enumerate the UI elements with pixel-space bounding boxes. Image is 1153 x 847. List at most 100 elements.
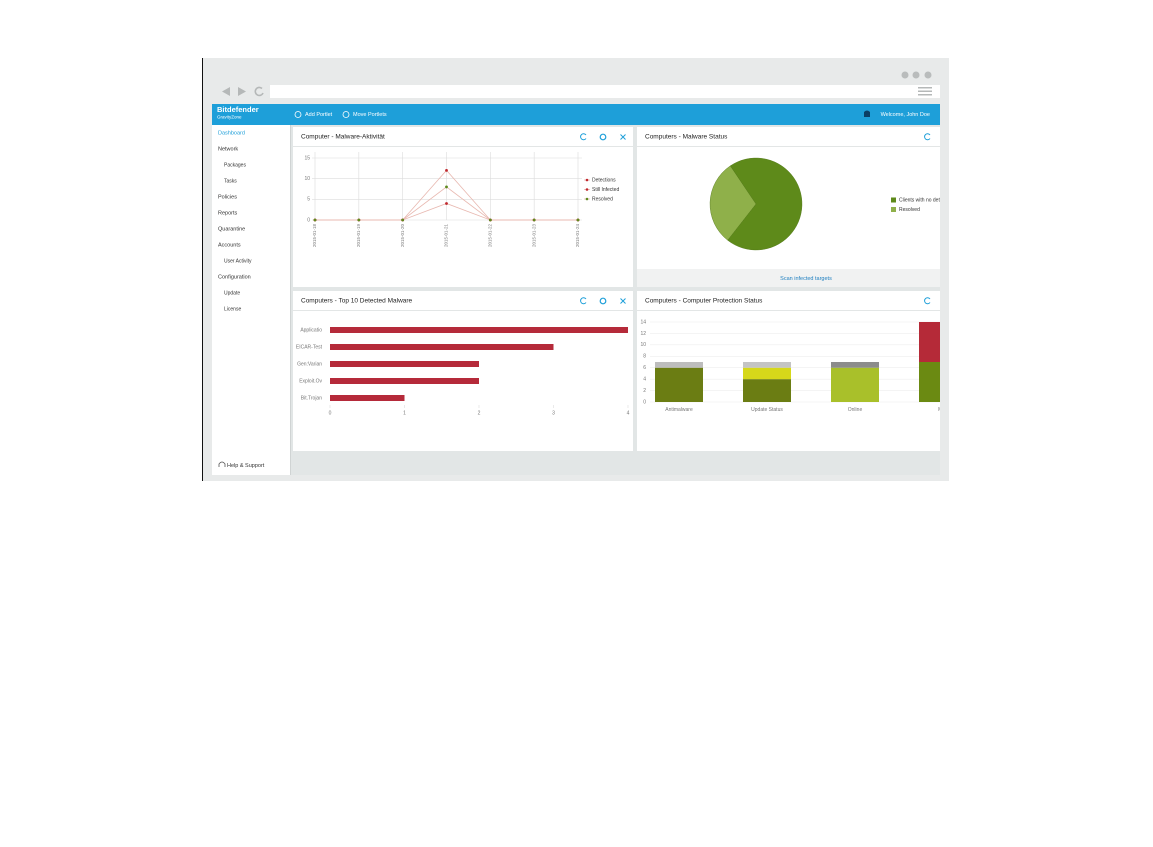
y-tick-label: Bit.Trojan [301, 395, 322, 401]
x-tick-label: 2 [478, 410, 481, 416]
help-link[interactable]: Help & Support [227, 463, 265, 469]
window-dot[interactable] [912, 71, 920, 79]
x-tick-label: 2015-01-20 [400, 224, 405, 248]
legend-swatch [891, 207, 896, 212]
header-action[interactable]: Move Portlets [342, 111, 387, 118]
footer-link[interactable]: Scan infected targets [780, 276, 832, 282]
address-bar[interactable] [270, 85, 940, 98]
x-tick-label: 1 [403, 410, 406, 416]
x-tick-label: Antimalware [665, 407, 693, 413]
brand: Bitdefender [217, 105, 259, 114]
refresh-icon[interactable] [580, 133, 587, 141]
y-tick-label: 6 [643, 365, 646, 371]
y-tick-label: 8 [643, 354, 646, 360]
reload-button[interactable] [254, 86, 264, 97]
header-action[interactable]: Add Portlet [294, 111, 333, 118]
welcome[interactable]: Welcome, John Doe [881, 112, 930, 118]
bar-segment [743, 362, 791, 368]
y-tick-label: 2 [643, 388, 646, 394]
data-point [532, 218, 536, 222]
product: GravityZone [217, 115, 242, 120]
x-tick-label: 4 [627, 410, 630, 416]
bar [330, 344, 554, 350]
y-tick-label: Gen:Varian [297, 361, 322, 367]
action-icon [294, 111, 302, 118]
bar-segment [743, 367, 791, 380]
top-bar [212, 104, 940, 125]
nav-item[interactable]: Network [218, 146, 238, 152]
y-tick-label: Exploit.Ov [299, 378, 322, 384]
settings-icon[interactable] [599, 297, 607, 305]
refresh-icon[interactable] [580, 297, 587, 305]
bar-segment [831, 362, 879, 368]
nav-subitem[interactable]: Tasks [224, 178, 237, 184]
legend-marker [585, 188, 589, 191]
y-tick-label: 10 [640, 342, 646, 348]
menu-button[interactable] [918, 87, 932, 96]
y-tick-label: 12 [640, 331, 646, 337]
nav-subitem[interactable]: Packages [224, 162, 246, 168]
x-tick-label: 3 [552, 410, 555, 416]
window-dot[interactable] [924, 71, 932, 79]
nav-subitem[interactable]: Update [224, 290, 240, 296]
nav-item[interactable]: Configuration [218, 274, 251, 280]
close-icon[interactable] [620, 298, 626, 304]
nav-item[interactable]: Accounts [218, 242, 241, 248]
refresh-icon[interactable] [924, 133, 931, 141]
x-tick-label: 2015-01-22 [488, 224, 493, 248]
sidebar [212, 125, 290, 475]
y-tick-label: EICAR-Test [296, 344, 323, 350]
x-tick-label: 2015-01-18 [312, 224, 317, 248]
portlet-title: Computer - Malware-Aktivität [301, 134, 385, 141]
y-tick-label: 0 [307, 217, 310, 223]
close-icon[interactable] [620, 134, 626, 140]
x-tick-label: 2015-01-21 [444, 224, 449, 248]
action-icon [342, 111, 350, 118]
menu-line [918, 87, 932, 89]
bar-segment [919, 322, 940, 362]
data-point [313, 218, 317, 222]
y-tick-label: 15 [304, 155, 310, 161]
bar [330, 327, 628, 333]
portlet [293, 127, 633, 287]
portlet-title: Computers - Computer Protection Status [645, 298, 763, 305]
x-tick-label: 2015-01-24 [575, 224, 580, 248]
nav-item[interactable]: Quarantine [218, 226, 245, 232]
y-tick-label: 0 [643, 399, 646, 405]
back-button[interactable] [222, 87, 230, 96]
action-label: Add Portlet [305, 112, 333, 118]
data-point [445, 185, 448, 189]
pie-slice [727, 157, 803, 251]
menu-line [918, 94, 932, 96]
x-tick-label: Online [848, 407, 863, 413]
bar-segment [919, 362, 940, 402]
bar-segment [655, 367, 703, 402]
window-dot[interactable] [901, 71, 909, 79]
legend-label: Resolved [899, 207, 920, 213]
help-icon [218, 461, 226, 467]
nav-subitem[interactable]: User Activity [224, 258, 252, 264]
forward-button[interactable] [238, 87, 246, 96]
legend-label: Still Infected [592, 187, 619, 193]
y-tick-label: 4 [643, 376, 646, 382]
bar-segment [831, 367, 879, 402]
refresh-icon[interactable] [924, 297, 931, 305]
portlet-title: Computers - Malware Status [645, 134, 728, 141]
y-tick-label: 14 [640, 319, 646, 325]
data-point [488, 218, 492, 222]
notification-icon[interactable] [864, 110, 870, 118]
x-tick-label: 2015-01-19 [356, 224, 361, 248]
nav-subitem[interactable]: License [224, 306, 241, 312]
nav-item[interactable]: Reports [218, 210, 238, 216]
portlet-footer [637, 269, 940, 287]
x-tick-label: 0 [329, 410, 332, 416]
legend-marker [585, 197, 589, 201]
nav-item[interactable]: Policies [218, 194, 237, 200]
nav-item[interactable]: Dashboard [218, 130, 245, 136]
menu-line [918, 90, 932, 92]
x-tick-label: 2015-01-23 [531, 224, 536, 248]
legend-label: Detections [592, 177, 616, 183]
data-point [445, 169, 448, 172]
settings-icon[interactable] [599, 133, 607, 141]
